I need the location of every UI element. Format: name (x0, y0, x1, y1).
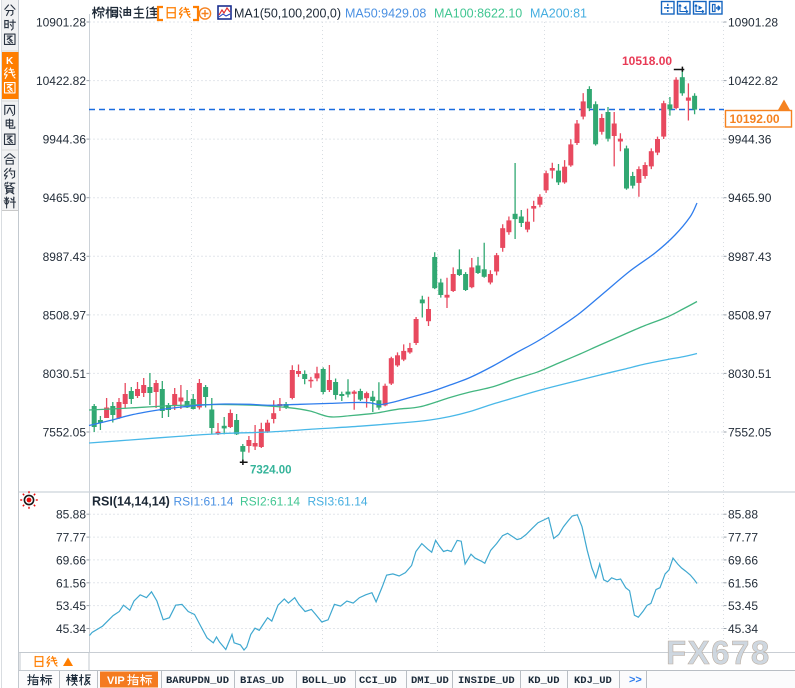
svg-text:BOLL_UD: BOLL_UD (302, 675, 346, 687)
svg-text:45.34: 45.34 (728, 622, 758, 636)
svg-text:9465.90: 9465.90 (728, 191, 772, 205)
svg-text:10518.00: 10518.00 (622, 54, 672, 68)
svg-text:FX678: FX678 (666, 634, 771, 671)
svg-text:69.66: 69.66 (56, 553, 86, 567)
svg-text:9465.90: 9465.90 (43, 191, 87, 205)
svg-text:53.45: 53.45 (728, 599, 758, 613)
svg-text:10901.28: 10901.28 (728, 16, 778, 30)
svg-text:RSI3:61.14: RSI3:61.14 (308, 495, 368, 509)
svg-text:MA200:81: MA200:81 (530, 7, 587, 21)
svg-text:>>: >> (629, 674, 642, 686)
svg-text:8508.97: 8508.97 (728, 308, 772, 322)
svg-text:61.56: 61.56 (728, 576, 758, 590)
svg-text:RSI(14,14,14): RSI(14,14,14) (92, 495, 170, 509)
svg-text:10901.28: 10901.28 (36, 16, 86, 30)
svg-text:CCI_UD: CCI_UD (359, 675, 397, 687)
svg-text:MA50:9429.08: MA50:9429.08 (345, 7, 426, 21)
svg-text:VIP: VIP (107, 675, 125, 687)
svg-text:8030.51: 8030.51 (43, 367, 87, 381)
svg-text:8987.43: 8987.43 (728, 250, 772, 264)
svg-text:K: K (6, 56, 14, 67)
svg-text:10422.82: 10422.82 (728, 74, 778, 88)
svg-text:7552.05: 7552.05 (43, 426, 87, 440)
svg-text:61.56: 61.56 (56, 576, 86, 590)
svg-text:RSI2:61.14: RSI2:61.14 (240, 495, 300, 509)
svg-text:MA100:8622.10: MA100:8622.10 (434, 7, 522, 21)
svg-text:INSIDE_UD: INSIDE_UD (458, 675, 515, 687)
svg-text:77.77: 77.77 (728, 531, 758, 545)
svg-text:8030.51: 8030.51 (728, 367, 772, 381)
svg-text:10192.00: 10192.00 (730, 112, 780, 126)
svg-text:45.34: 45.34 (56, 622, 86, 636)
svg-text:BARUPDN_UD: BARUPDN_UD (166, 675, 229, 687)
svg-text:53.45: 53.45 (56, 599, 86, 613)
svg-text:BIAS_UD: BIAS_UD (240, 675, 284, 687)
svg-text:77.77: 77.77 (56, 531, 86, 545)
svg-text:RSI1:61.14: RSI1:61.14 (174, 495, 234, 509)
svg-text:10422.82: 10422.82 (36, 74, 86, 88)
svg-text:DMI_UD: DMI_UD (411, 675, 449, 687)
svg-text:9944.36: 9944.36 (728, 133, 772, 147)
svg-text:8987.43: 8987.43 (43, 250, 87, 264)
svg-text:7324.00: 7324.00 (250, 465, 292, 477)
svg-text:KD_UD: KD_UD (528, 675, 560, 687)
svg-text:85.88: 85.88 (728, 508, 758, 522)
svg-text:7552.05: 7552.05 (728, 426, 772, 440)
svg-text:69.66: 69.66 (728, 553, 758, 567)
svg-text:8508.97: 8508.97 (43, 308, 87, 322)
svg-text:9944.36: 9944.36 (43, 133, 87, 147)
svg-text:MA1(50,100,200,0): MA1(50,100,200,0) (234, 7, 341, 21)
svg-text:KDJ_UD: KDJ_UD (574, 675, 612, 687)
svg-text:85.88: 85.88 (56, 508, 86, 522)
